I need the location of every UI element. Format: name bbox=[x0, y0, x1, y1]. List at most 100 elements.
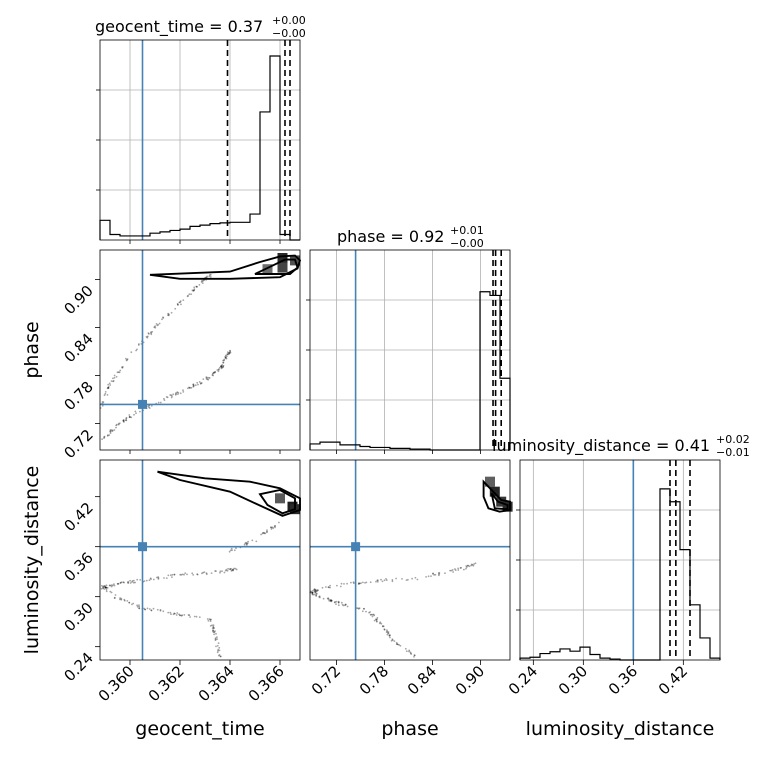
sample-point bbox=[244, 542, 247, 545]
sample-point bbox=[111, 430, 114, 433]
sample-point bbox=[171, 576, 173, 578]
sample-point bbox=[191, 289, 194, 292]
sample-point bbox=[230, 547, 233, 550]
sample-point bbox=[167, 312, 170, 315]
sample-point bbox=[319, 596, 321, 599]
sample-point bbox=[231, 569, 234, 572]
sample-point bbox=[223, 571, 226, 574]
sample-point bbox=[150, 333, 153, 336]
sample-point bbox=[132, 581, 135, 584]
sample-point bbox=[212, 631, 215, 633]
sample-point bbox=[266, 531, 268, 533]
sample-point bbox=[220, 367, 223, 370]
sample-point bbox=[357, 582, 360, 585]
sample-point bbox=[173, 612, 176, 615]
sample-point bbox=[226, 569, 229, 572]
sample-point bbox=[331, 599, 333, 602]
sample-point bbox=[136, 604, 139, 607]
sample-point bbox=[272, 527, 275, 529]
sample-point bbox=[386, 633, 389, 636]
sample-point bbox=[121, 366, 123, 368]
sample-point bbox=[396, 643, 399, 645]
sample-point bbox=[311, 592, 313, 594]
sample-point bbox=[315, 595, 318, 597]
sample-point bbox=[313, 588, 316, 591]
sample-point bbox=[338, 601, 340, 604]
xtick-label: 0.42 bbox=[655, 662, 691, 698]
sample-point bbox=[368, 611, 370, 614]
sample-point bbox=[169, 611, 172, 614]
sample-point bbox=[224, 356, 227, 359]
sample-point bbox=[460, 566, 462, 569]
sample-point bbox=[105, 588, 108, 591]
sample-point bbox=[205, 376, 208, 378]
ytick-label: 0.36 bbox=[60, 549, 96, 585]
sample-point bbox=[109, 430, 111, 433]
sample-point bbox=[386, 629, 388, 632]
sample-point bbox=[330, 600, 333, 603]
sample-point bbox=[180, 574, 183, 576]
sample-point bbox=[416, 578, 419, 581]
sample-point bbox=[196, 573, 199, 576]
sample-point bbox=[128, 415, 131, 418]
sample-point bbox=[183, 573, 185, 576]
sample-point bbox=[224, 355, 227, 358]
sample-point bbox=[382, 625, 385, 628]
sample-point bbox=[200, 382, 202, 385]
sample-point bbox=[434, 573, 437, 576]
sample-point bbox=[266, 529, 268, 531]
sample-point bbox=[358, 607, 361, 610]
sample-point bbox=[404, 647, 407, 650]
sample-point bbox=[186, 295, 189, 298]
xlabel-luminosity-distance: luminosity_distance bbox=[526, 718, 715, 740]
ylabel-luminosity-distance: luminosity_distance bbox=[21, 466, 43, 655]
sample-point bbox=[135, 412, 137, 415]
histogram-phase bbox=[309, 291, 511, 451]
sample-point bbox=[278, 521, 280, 524]
sample-point bbox=[376, 617, 379, 619]
sample-point bbox=[318, 595, 321, 598]
sample-point bbox=[114, 594, 117, 596]
sample-point bbox=[105, 584, 108, 587]
sample-point bbox=[120, 581, 123, 584]
sample-point bbox=[207, 376, 210, 379]
sample-point bbox=[438, 573, 440, 576]
sample-point bbox=[195, 285, 198, 288]
sample-point bbox=[316, 589, 319, 592]
sample-point bbox=[408, 649, 411, 652]
sample-point bbox=[111, 584, 114, 587]
sample-point bbox=[128, 414, 131, 416]
sample-point bbox=[432, 572, 434, 575]
sample-point bbox=[313, 588, 316, 591]
sample-point bbox=[113, 376, 116, 379]
sample-point bbox=[381, 580, 384, 583]
sample-point bbox=[109, 430, 112, 433]
sample-point bbox=[217, 648, 220, 651]
sample-point bbox=[106, 387, 109, 390]
sample-point bbox=[115, 426, 117, 429]
sample-point bbox=[358, 582, 360, 585]
sample-point bbox=[371, 613, 374, 616]
sample-point bbox=[122, 419, 125, 422]
sample-point bbox=[229, 568, 232, 571]
hist-frame bbox=[99, 39, 301, 241]
sample-point bbox=[207, 620, 210, 622]
sample-point bbox=[226, 353, 229, 356]
sample-point bbox=[105, 586, 108, 589]
sample-point bbox=[343, 583, 345, 585]
sample-point bbox=[383, 628, 386, 631]
sample-point bbox=[414, 576, 417, 579]
sample-point bbox=[101, 401, 104, 403]
sample-point bbox=[171, 573, 174, 576]
sample-point bbox=[112, 380, 114, 383]
sample-point bbox=[113, 429, 116, 431]
sample-point bbox=[118, 371, 121, 374]
sample-point bbox=[113, 374, 116, 377]
sample-point bbox=[468, 565, 471, 568]
sample-point bbox=[170, 613, 172, 615]
sample-point bbox=[444, 572, 446, 575]
sample-point bbox=[229, 351, 232, 354]
sample-point bbox=[125, 359, 128, 362]
sample-point bbox=[211, 627, 214, 630]
sample-point bbox=[363, 607, 365, 610]
